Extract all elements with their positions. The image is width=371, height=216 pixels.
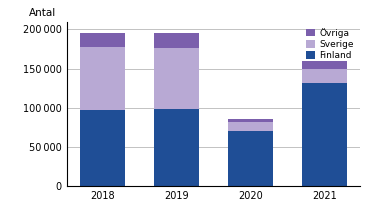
Bar xyxy=(80,33,125,47)
Bar xyxy=(154,33,198,48)
Bar xyxy=(228,131,273,186)
Bar xyxy=(154,109,198,186)
Bar xyxy=(228,119,273,122)
Bar xyxy=(154,48,198,109)
Bar xyxy=(302,61,347,68)
Bar xyxy=(80,110,125,186)
Bar xyxy=(228,122,273,131)
Legend: Övriga, Sverige, Finland: Övriga, Sverige, Finland xyxy=(305,26,355,62)
Bar xyxy=(302,83,347,186)
Text: Antal: Antal xyxy=(29,8,56,18)
Bar xyxy=(302,68,347,83)
Bar xyxy=(80,47,125,110)
